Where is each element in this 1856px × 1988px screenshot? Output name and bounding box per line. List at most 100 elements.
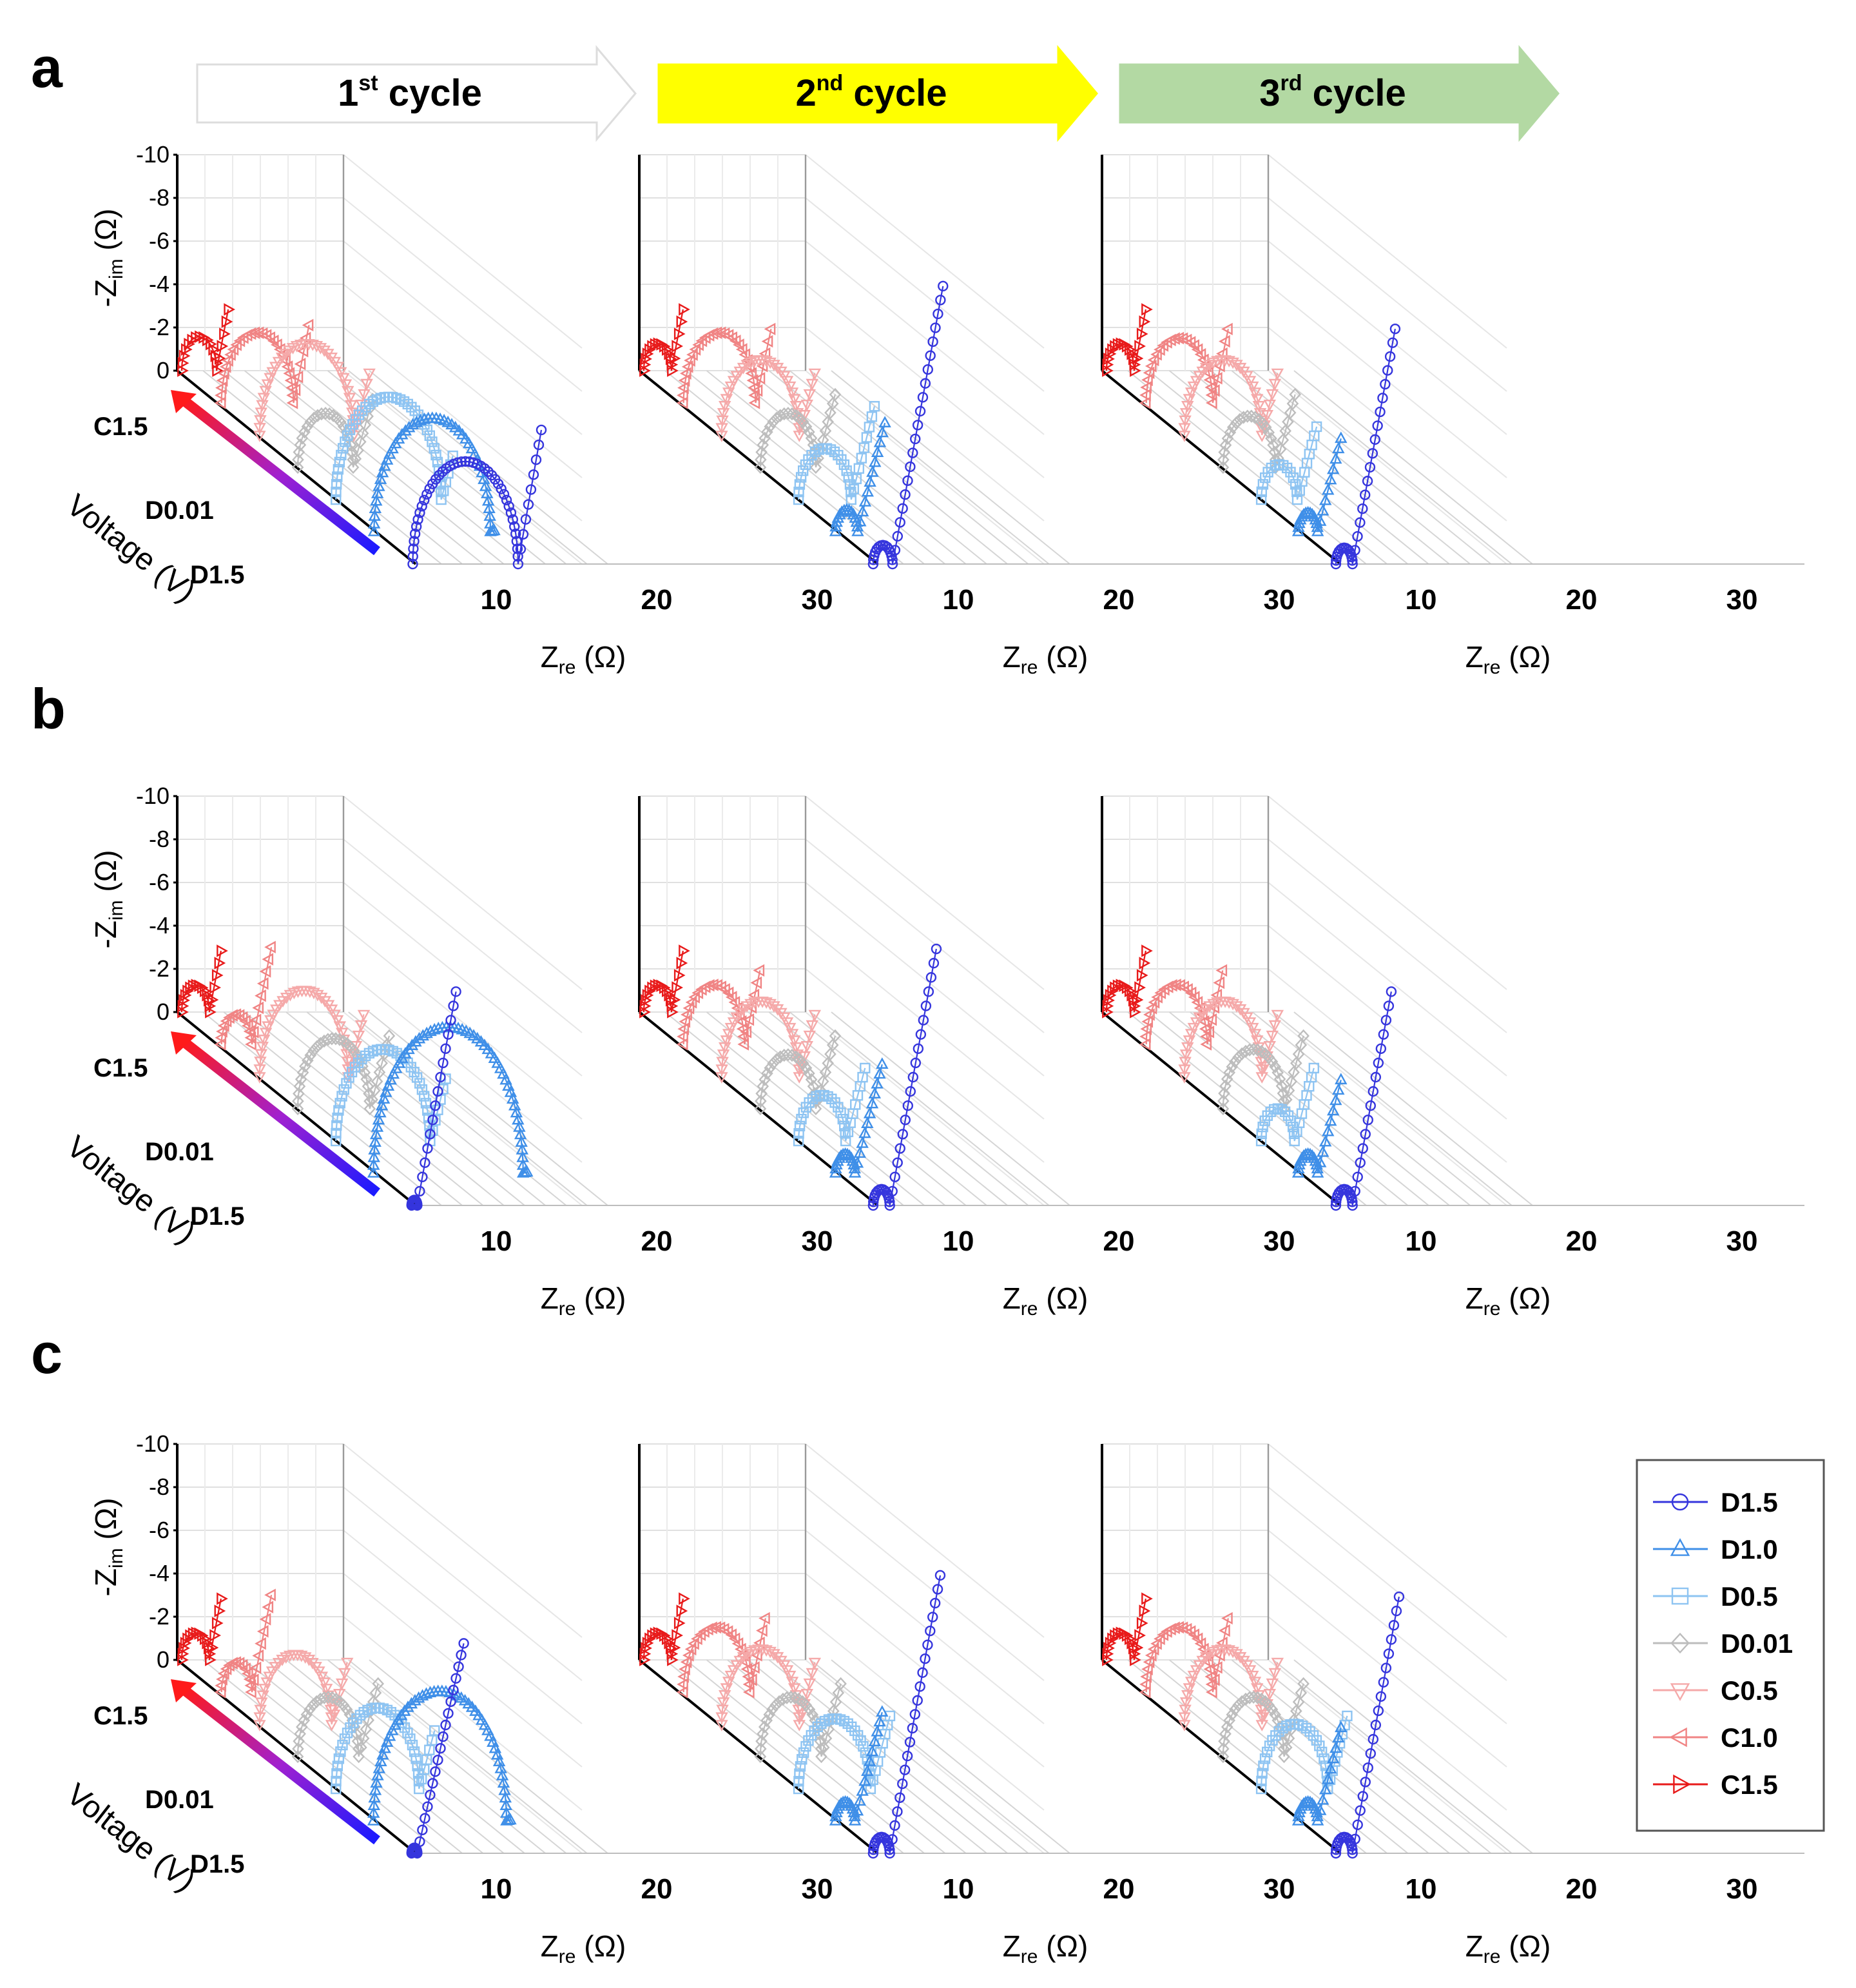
marker-D1.5 (1382, 365, 1393, 376)
marker-C1.0 (677, 1030, 688, 1043)
marker-D0.01 (292, 1095, 304, 1108)
marker-D0.5 (335, 1746, 346, 1757)
voltage-tick-label: D1.5 (190, 561, 245, 589)
marker-D1.5 (910, 433, 921, 445)
marker-C1.0 (294, 357, 306, 371)
marker-D1.0 (1327, 1751, 1340, 1764)
marker-D0.01 (803, 1066, 815, 1080)
marker-C1.0 (679, 1662, 690, 1676)
marker-D0.01 (1265, 432, 1277, 445)
marker-C1.5 (217, 944, 228, 957)
marker-D0.01 (767, 415, 779, 429)
floor-line (664, 370, 904, 565)
marker-D1.5 (1372, 420, 1383, 431)
marker-C1.0 (215, 1031, 227, 1044)
marker-D1.5 (927, 1612, 938, 1623)
series-D1.0 (829, 416, 891, 536)
marker-C0.5 (1219, 997, 1232, 1008)
marker-D0.5 (1311, 421, 1322, 433)
series-C0.5 (253, 338, 376, 442)
marker-D0.5 (402, 398, 413, 410)
cycle-num: 3 (1259, 72, 1280, 114)
marker-D1.5 (920, 1653, 931, 1664)
series-line-D0.01 (759, 1035, 836, 1109)
marker-D0.01 (1226, 1060, 1239, 1074)
marker-D0.01 (797, 1057, 809, 1070)
marker-D0.01 (1217, 1742, 1230, 1756)
floor-line (1252, 1659, 1492, 1854)
series-D0.5 (1255, 1062, 1319, 1147)
marker-D0.5 (858, 442, 870, 453)
x-label-main: Z (1465, 640, 1484, 674)
series-D0.5 (793, 1062, 871, 1147)
marker-D1.5 (509, 521, 520, 532)
marker-D0.5 (793, 1128, 804, 1139)
x-label-main: Z (1003, 640, 1021, 674)
marker-D0.5 (331, 1775, 342, 1787)
marker-D0.01 (770, 1053, 783, 1066)
grid-line (1268, 882, 1507, 1077)
x-tick-label: 30 (802, 1873, 833, 1905)
marker-C0.5 (795, 1710, 808, 1721)
marker-C1.0 (753, 372, 766, 385)
grid-line (805, 1530, 1045, 1724)
marker-D1.5 (1383, 1648, 1395, 1659)
floor-line (664, 1011, 904, 1206)
marker-D1.5 (920, 378, 931, 389)
marker-C1.0 (271, 338, 282, 351)
marker-C1.0 (219, 360, 231, 373)
marker-C1.5 (188, 1627, 200, 1640)
cycle-label-2: 2nd cycle (795, 71, 947, 114)
marker-D1.0 (401, 1701, 414, 1712)
marker-D1.0 (378, 1741, 391, 1753)
marker-D0.5 (340, 436, 351, 447)
marker-C1.5 (653, 337, 665, 350)
marker-C1.5 (653, 1626, 665, 1639)
marker-D1.0 (367, 1158, 380, 1170)
marker-C1.5 (679, 1592, 690, 1605)
x-tick-label: 10 (481, 1225, 512, 1257)
marker-C0.5 (803, 1030, 817, 1042)
marker-D0.5 (418, 1091, 430, 1102)
grid-line (805, 284, 1045, 478)
marker-C1.0 (688, 1637, 699, 1650)
marker-C0.5 (771, 362, 784, 375)
marker-D1.0 (1304, 1795, 1317, 1808)
series-D0.01 (1217, 1677, 1310, 1764)
marker-D0.5 (1311, 1735, 1322, 1746)
marker-D0.01 (1292, 1048, 1305, 1061)
marker-D1.5 (435, 1742, 446, 1754)
marker-D1.0 (856, 1136, 869, 1148)
marker-C0.5 (331, 1015, 344, 1027)
marker-D0.01 (755, 453, 767, 467)
marker-D1.5 (1349, 1185, 1360, 1197)
marker-D1.5 (900, 1115, 911, 1126)
floor-line (810, 370, 1050, 565)
marker-D0.5 (842, 1718, 853, 1730)
floor-line (202, 1659, 442, 1854)
marker-C1.0 (1141, 373, 1153, 387)
marker-C1.0 (1139, 389, 1151, 402)
x-tick-label: 30 (1264, 584, 1295, 616)
marker-D1.5 (1359, 489, 1371, 500)
y-axis-label: -Zim (Ω) (89, 850, 127, 949)
grid-line (1268, 1530, 1507, 1724)
marker-C1.0 (262, 953, 274, 966)
voltage-tick-label: D1.5 (190, 1202, 245, 1231)
marker-C1.5 (1141, 1592, 1153, 1605)
marker-D0.01 (1217, 1749, 1230, 1764)
series-C1.5 (177, 303, 236, 377)
x-label-unit: (Ω) (1038, 1281, 1088, 1315)
marker-C0.5 (1261, 410, 1274, 422)
marker-C0.5 (1226, 999, 1239, 1011)
marker-C0.5 (306, 339, 319, 351)
marker-D0.01 (1282, 1731, 1295, 1745)
marker-D0.01 (1226, 1708, 1239, 1722)
marker-C1.5 (180, 343, 193, 356)
marker-D1.5 (445, 1015, 456, 1026)
y-tick-label: -4 (149, 1560, 169, 1586)
marker-D0.01 (347, 453, 359, 467)
marker-D0.5 (855, 1735, 866, 1746)
marker-C1.0 (1208, 384, 1220, 397)
marker-D1.0 (1311, 1166, 1324, 1178)
